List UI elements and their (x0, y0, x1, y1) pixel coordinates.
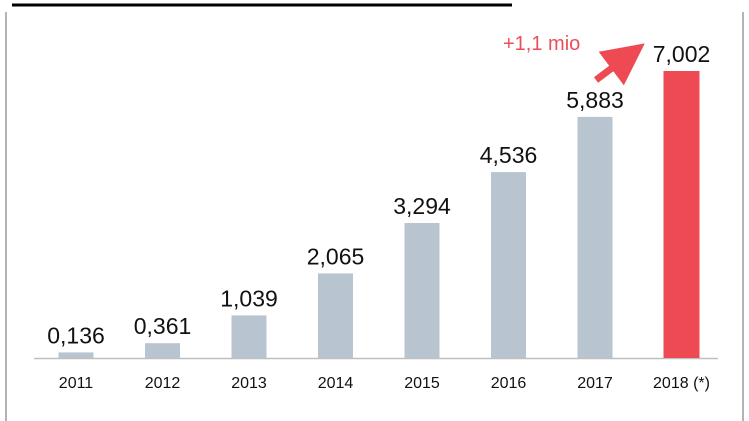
x-tick-label: 2015 (404, 375, 440, 392)
value-label: 2,065 (307, 243, 365, 269)
x-tick-label: 2011 (59, 375, 94, 392)
growth-arrow-icon (593, 43, 645, 86)
growth-annotation: +1,1 mio (503, 33, 580, 55)
bar-2011 (58, 352, 94, 358)
value-label: 7,002 (653, 41, 711, 67)
value-label: 4,536 (480, 142, 538, 168)
x-tick-label: 2014 (318, 375, 354, 392)
value-label: 0,361 (134, 313, 192, 339)
bar-2012 (145, 343, 180, 358)
bar-2016 (491, 172, 526, 358)
x-tick-label: 2018 (*) (653, 375, 710, 392)
bar-2015 (404, 223, 440, 358)
x-tick-label: 2012 (145, 375, 181, 392)
value-label: 5,883 (566, 87, 624, 113)
x-tick-label: 2017 (577, 375, 613, 392)
value-label: 3,294 (393, 193, 451, 219)
bar-2018 (663, 71, 700, 358)
x-tick-label: 2016 (491, 375, 527, 392)
bar-2017 (577, 116, 613, 359)
bar-2014 (318, 273, 353, 358)
bar-2013 (231, 315, 267, 358)
value-label: 1,039 (220, 285, 278, 311)
x-tick-label: 2013 (231, 375, 267, 392)
value-label: 0,136 (47, 322, 105, 348)
